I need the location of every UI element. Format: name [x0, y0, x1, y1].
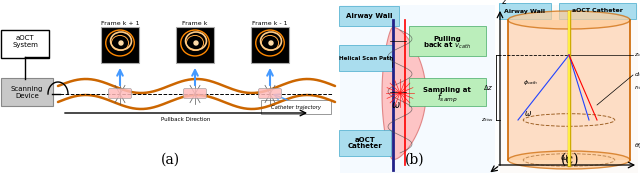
Text: $\omega$: $\omega$ — [560, 152, 568, 162]
FancyBboxPatch shape — [109, 89, 131, 99]
Text: back at $v_{cath}$: back at $v_{cath}$ — [423, 41, 471, 51]
Ellipse shape — [508, 11, 630, 29]
FancyBboxPatch shape — [340, 5, 495, 173]
Text: Airway Wall: Airway Wall — [346, 13, 392, 19]
Text: Pullback Direction: Pullback Direction — [161, 117, 211, 122]
FancyBboxPatch shape — [259, 89, 282, 99]
Circle shape — [194, 41, 198, 45]
FancyBboxPatch shape — [1, 78, 53, 106]
FancyBboxPatch shape — [1, 30, 49, 58]
Text: (a): (a) — [161, 153, 180, 167]
Bar — [500, 5, 638, 173]
Bar — [508, 20, 630, 160]
FancyBboxPatch shape — [409, 26, 486, 56]
Text: Frame k + 1: Frame k + 1 — [100, 21, 140, 26]
Text: $\theta(t)$: $\theta(t)$ — [634, 141, 640, 149]
FancyBboxPatch shape — [409, 78, 486, 106]
Text: aOCT
System: aOCT System — [12, 36, 38, 48]
Text: z: z — [502, 0, 506, 6]
Text: $z_{tiss}$: $z_{tiss}$ — [481, 116, 494, 124]
Text: Frame k: Frame k — [182, 21, 208, 26]
Text: Sampling at: Sampling at — [423, 87, 471, 93]
FancyBboxPatch shape — [339, 45, 393, 71]
FancyBboxPatch shape — [261, 100, 331, 114]
FancyBboxPatch shape — [184, 89, 207, 99]
FancyBboxPatch shape — [499, 3, 551, 19]
Text: $\omega$: $\omega$ — [391, 100, 401, 110]
Text: $z_{cath}$: $z_{cath}$ — [634, 51, 640, 59]
FancyBboxPatch shape — [339, 6, 399, 26]
Bar — [101, 27, 139, 63]
Text: $\phi_{cath}$: $\phi_{cath}$ — [523, 78, 538, 87]
Text: $r_{tiss}(t)$: $r_{tiss}(t)$ — [634, 82, 640, 92]
Text: aOCT
Catheter: aOCT Catheter — [348, 136, 382, 149]
Text: $f_{samp}$: $f_{samp}$ — [436, 92, 458, 104]
Text: aOCT Catheter: aOCT Catheter — [572, 9, 623, 13]
Text: Pulling: Pulling — [433, 36, 461, 42]
Text: Frame k - 1: Frame k - 1 — [252, 21, 288, 26]
Text: Catheter trajectory: Catheter trajectory — [271, 104, 321, 110]
Text: (b): (b) — [405, 153, 425, 167]
Text: (c): (c) — [561, 153, 579, 167]
FancyBboxPatch shape — [339, 130, 391, 156]
Text: $\Delta z$: $\Delta z$ — [483, 83, 494, 92]
Text: Scanning
Device: Scanning Device — [11, 86, 43, 99]
Bar — [176, 27, 214, 63]
Text: Airway Wall: Airway Wall — [504, 9, 545, 13]
Text: $\omega$: $\omega$ — [524, 110, 532, 118]
Polygon shape — [382, 27, 426, 160]
Circle shape — [119, 41, 123, 45]
Circle shape — [269, 41, 273, 45]
Text: $d_{tiss}$: $d_{tiss}$ — [634, 71, 640, 79]
Text: Helical Scan Path: Helical Scan Path — [339, 55, 393, 61]
Bar — [251, 27, 289, 63]
FancyBboxPatch shape — [559, 3, 636, 19]
Ellipse shape — [508, 151, 630, 169]
